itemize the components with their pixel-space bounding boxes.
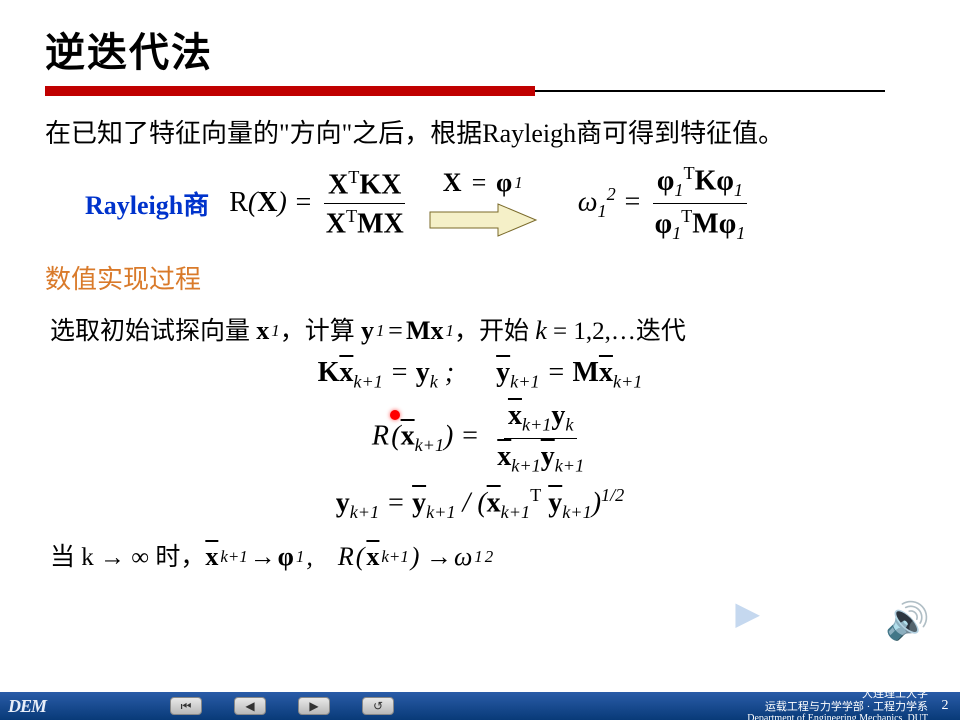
eq-line-2: R (xk+1) = xk+1yk xk+1yk+1 — [45, 400, 915, 476]
step1-mid: ，计算 — [280, 318, 361, 345]
omega-eq: ω12 = φ1TKφ1 φ1TMφ1 — [578, 163, 750, 244]
dept-cn: 运载工程与力学学部 · 工程力学系 — [765, 701, 928, 713]
step1-text: 选取初始试探向量 x1，计算 y1 = Mx1，开始 k = 1,2,…迭代 — [50, 311, 915, 347]
title-bar — [45, 86, 915, 96]
title-bar-red — [45, 86, 535, 96]
nav-prev-button[interactable]: ◀ — [234, 697, 266, 715]
slide-title: 逆迭代法 — [45, 20, 915, 78]
speaker-icon: 🔊 — [885, 600, 930, 642]
rayleigh-quotient: R(X) = XTKX XTMX — [229, 167, 407, 241]
eq-line-1: Kxk+1 = yk ; yk+1 = Mxk+1 — [45, 357, 915, 393]
arrow-above-eq: X = φ1 — [443, 168, 523, 198]
conclusion-prefix: 当 k → ∞ 时， — [50, 544, 205, 571]
eq-line-3: yk+1 = yk+1 / (xk+1T yk+1)1/2 — [45, 485, 915, 523]
nav-replay-button[interactable]: ↺ — [362, 697, 394, 715]
conclusion-text: 当 k → ∞ 时，xk+1 → φ1, R(xk+1) → ω12 — [50, 537, 915, 573]
nav-next-button[interactable]: ▶ — [298, 697, 330, 715]
laser-pointer-icon — [390, 410, 400, 420]
intro-text: 在已知了特征向量的"方向"之后，根据Rayleigh商可得到特征值。 — [45, 114, 915, 153]
logo-text: DEM — [8, 696, 46, 717]
arrow-column: X = φ1 — [428, 168, 538, 238]
dept-en: Department of Engineering Mechanics, DUT — [747, 713, 928, 724]
dept-text: 大连理工大学 运载工程与力学学部 · 工程力学系 Department of E… — [747, 688, 936, 723]
uni-cn: 大连理工大学 — [862, 688, 928, 700]
rayleigh-row: Rayleigh商 R(X) = XTKX XTMX X = φ1 ω12 = … — [85, 163, 915, 244]
slide-body: 逆迭代法 在已知了特征向量的"方向"之后，根据Rayleigh商可得到特征值。 … — [0, 0, 960, 692]
title-bar-line — [535, 90, 885, 96]
bottom-bar: DEM ⏮ ◀ ▶ ↺ 大连理工大学 运载工程与力学学部 · 工程力学系 Dep… — [0, 692, 960, 720]
play-overlay-icon: ▶ — [735, 594, 760, 632]
nav-first-button[interactable]: ⏮ — [170, 697, 202, 715]
step1-prefix: 选取初始试探向量 — [50, 318, 256, 345]
nav-buttons: ⏮ ◀ ▶ ↺ — [170, 697, 394, 715]
arrow-icon — [428, 202, 538, 238]
step1-suffix: ，开始 k = 1,2,…迭代 — [454, 318, 686, 345]
rayleigh-label: Rayleigh商 — [85, 185, 209, 222]
page-number: 2 — [936, 698, 960, 714]
subheading: 数值实现过程 — [45, 259, 915, 296]
logo: DEM — [0, 696, 160, 717]
